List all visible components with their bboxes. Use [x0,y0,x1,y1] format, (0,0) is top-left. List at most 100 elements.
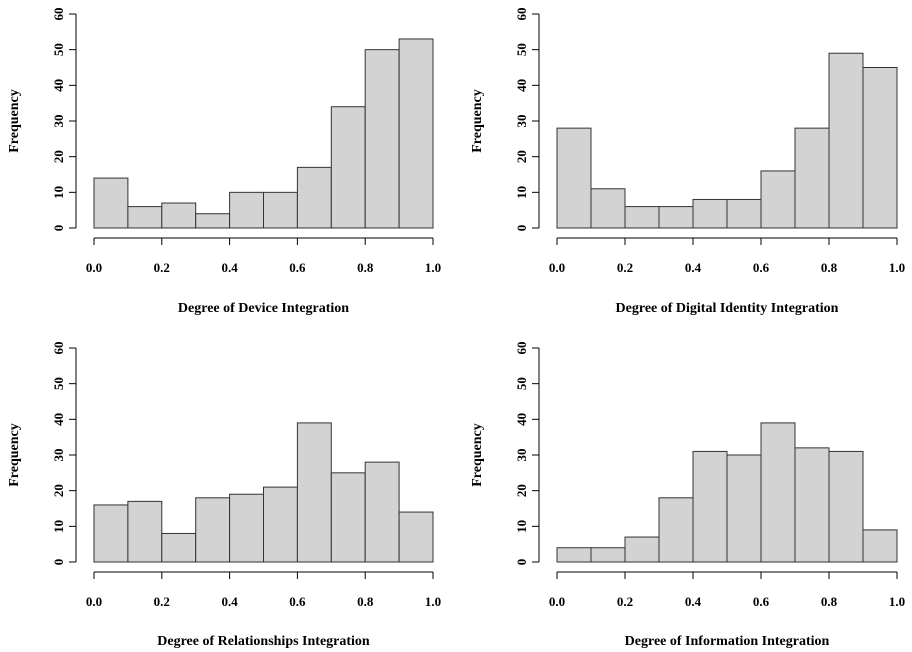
x-axis-label: Degree of Relationships Integration [157,634,370,649]
histogram-bar [195,497,231,563]
y-tick-label: 40 [514,79,529,92]
histogram-bar [794,127,830,229]
y-tick-label: 20 [51,150,66,163]
histogram-bar [726,454,762,563]
histogram-bar [127,500,163,563]
y-tick-label: 50 [51,377,66,390]
x-tick-label: 0.6 [289,260,306,275]
histogram-bar [127,206,163,229]
histogram-bar [296,166,332,229]
y-tick-label: 60 [514,8,529,21]
histogram-bar [658,497,694,563]
y-tick-label: 10 [51,520,66,533]
y-tick-label: 0 [51,559,66,566]
x-tick-label: 0.8 [821,594,838,609]
x-tick-label: 0.2 [617,594,633,609]
histogram-bar [556,547,592,563]
histogram-bar [794,447,830,563]
y-tick-label: 60 [514,342,529,355]
x-tick-label: 0.8 [357,260,374,275]
y-tick-label: 40 [514,413,529,426]
x-tick-label: 0.0 [86,260,102,275]
x-tick-label: 0.4 [221,594,238,609]
histogram-bar [161,202,197,229]
histogram-bar [161,532,197,563]
y-axis-label: Frequency [7,423,22,487]
x-axis-label: Degree of Information Integration [625,634,830,649]
x-tick-label: 0.4 [685,594,702,609]
x-tick-label: 1.0 [889,260,905,275]
y-tick-label: 30 [514,449,529,462]
histogram-bar [229,493,265,563]
histogram-panel: 0.0 0.2 0.4 0.6 0.8 1.0 0 10 20 30 40 50 60 Degree of… [7,8,441,317]
x-tick-label: 0.2 [617,260,633,275]
y-axis-label: Frequency [7,89,22,153]
y-tick-label: 30 [51,449,66,462]
x-axis-label: Degree of Digital Identity Integration [616,301,839,316]
y-tick-label: 10 [514,186,529,199]
histogram-bar [828,450,864,563]
y-tick-label: 60 [51,342,66,355]
histogram-bar [862,529,898,563]
y-tick-label: 20 [514,484,529,497]
x-tick-label: 0.4 [221,260,238,275]
x-tick-label: 0.0 [86,594,102,609]
histogram-bar [398,511,434,563]
histogram-bar [692,198,728,229]
x-tick-label: 1.0 [425,594,441,609]
histogram-bar [624,206,660,229]
x-tick-label: 0.8 [357,594,374,609]
histogram-bar [195,213,231,229]
y-tick-label: 20 [51,484,66,497]
histogram-bar [296,422,332,563]
histogram-bar [364,49,400,229]
x-tick-label: 0.2 [154,594,170,609]
histogram-panel: 0.0 0.2 0.4 0.6 0.8 1.0 0 10 20 30 40 50 60 Degree of… [7,342,441,650]
histogram-bar [93,504,129,563]
histogram-bar [229,191,265,229]
y-tick-label: 50 [51,43,66,56]
x-tick-label: 0.0 [549,594,565,609]
histogram-bar [658,206,694,229]
histogram-bar [590,547,626,563]
y-axis-label: Frequency [470,89,485,153]
x-tick-label: 1.0 [889,594,905,609]
y-tick-label: 20 [514,150,529,163]
y-axis-label: Frequency [470,423,485,487]
y-tick-label: 40 [51,413,66,426]
histogram-bar [93,177,129,229]
x-tick-label: 0.8 [821,260,838,275]
y-tick-label: 50 [514,43,529,56]
histogram-bar [862,67,898,229]
histogram-bar [726,198,762,229]
histogram-panel: 0.0 0.2 0.4 0.6 0.8 1.0 0 10 20 30 40 50 60 Degree of… [470,8,905,317]
y-tick-label: 30 [514,115,529,128]
x-tick-label: 0.0 [549,260,565,275]
x-tick-label: 0.6 [753,594,770,609]
histogram-bar [556,127,592,229]
y-tick-label: 10 [514,520,529,533]
y-tick-label: 60 [51,8,66,21]
histogram-bar [364,461,400,563]
histogram-bar [330,106,366,229]
y-tick-label: 40 [51,79,66,92]
x-tick-label: 1.0 [425,260,441,275]
histogram-bar [760,422,796,563]
y-tick-label: 0 [514,559,529,566]
x-tick-label: 0.4 [685,260,702,275]
x-tick-label: 0.6 [753,260,770,275]
y-tick-label: 30 [51,115,66,128]
histogram-bar [624,536,660,563]
histogram-bar [828,52,864,229]
y-tick-label: 50 [514,377,529,390]
x-tick-label: 0.2 [154,260,170,275]
histogram-bar [760,170,796,229]
y-tick-label: 0 [51,225,66,232]
y-tick-label: 0 [514,225,529,232]
histogram-panel: 0.0 0.2 0.4 0.6 0.8 1.0 0 10 20 30 40 50 60 Degree of… [470,342,905,650]
histogram-bar [263,191,298,229]
x-tick-label: 0.6 [289,594,306,609]
histogram-bar [263,486,298,563]
histogram-bar [692,450,728,563]
